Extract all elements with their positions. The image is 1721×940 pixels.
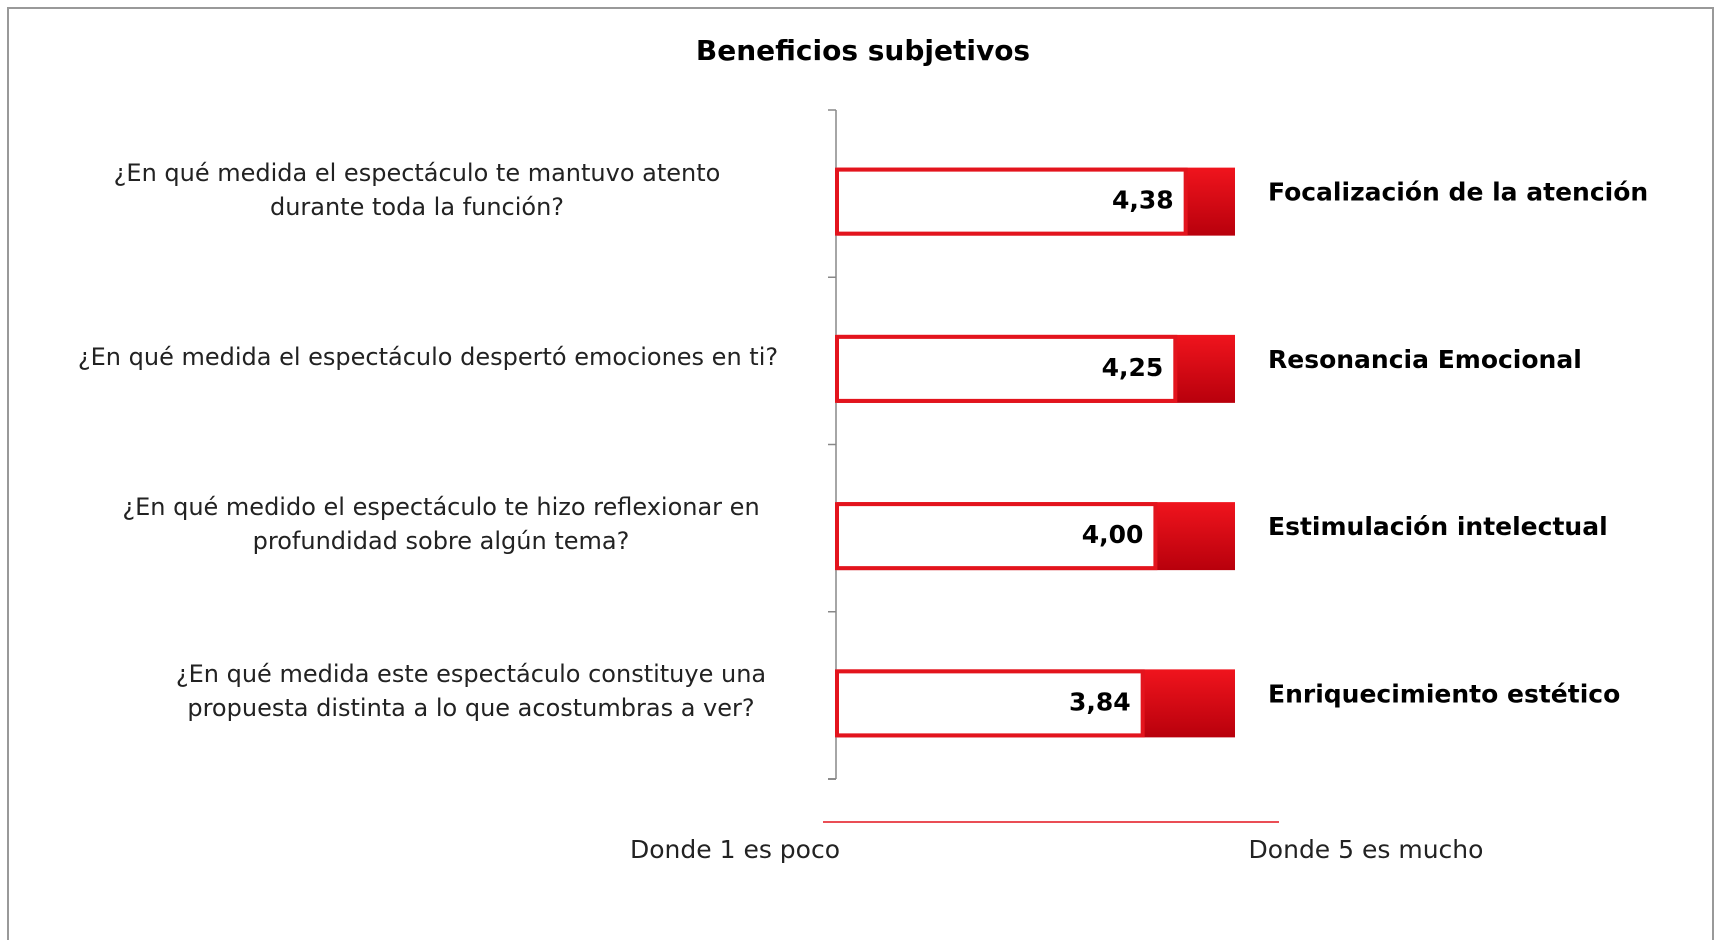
bar bbox=[835, 669, 1145, 738]
dimension-label: Focalización de la atención bbox=[1268, 178, 1648, 207]
question-label: ¿En qué medido el espectáculo te hizo re… bbox=[122, 493, 760, 556]
dimension-label: Resonancia Emocional bbox=[1268, 345, 1582, 374]
bar bbox=[835, 167, 1188, 236]
value-label: 4,00 bbox=[1082, 520, 1144, 549]
dimension-label: Enriquecimiento estético bbox=[1268, 679, 1620, 708]
question-label: ¿En qué medida el espectáculo despertó e… bbox=[77, 342, 779, 371]
value-label: 4,38 bbox=[1112, 186, 1174, 215]
dimension-label: Estimulación intelectual bbox=[1268, 512, 1608, 541]
value-label: 4,25 bbox=[1102, 353, 1164, 382]
question-label: ¿En qué medida el espectáculo te mantuvo… bbox=[113, 158, 721, 221]
bar bbox=[835, 334, 1178, 403]
scale-note: Donde 5 es mucho bbox=[1249, 835, 1484, 864]
bar bbox=[835, 502, 1158, 571]
frame bbox=[7, 7, 1714, 940]
scale-note: Donde 1 es poco bbox=[630, 835, 840, 864]
question-label: ¿En qué medida este espectáculo constitu… bbox=[175, 660, 767, 723]
value-label: 3,84 bbox=[1069, 687, 1131, 716]
chart-title: Beneficios subjetivos bbox=[696, 34, 1030, 67]
